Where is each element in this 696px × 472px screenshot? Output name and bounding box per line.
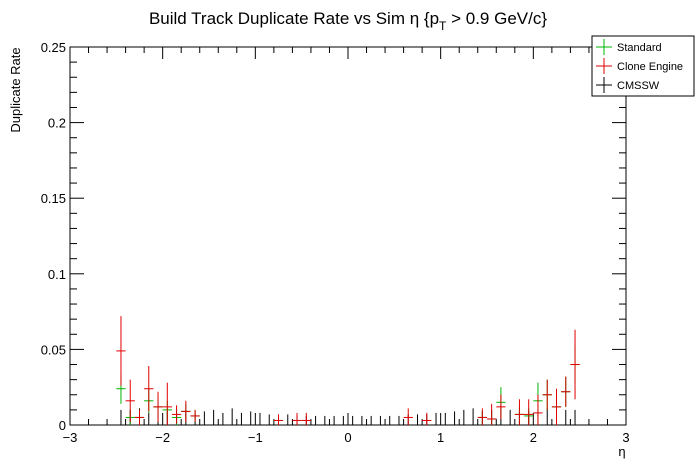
chart-title: Build Track Duplicate Rate vs Sim η {pT … [149, 9, 547, 33]
x-axis-label: η [618, 444, 625, 459]
data-point [153, 391, 163, 422]
data-point [329, 415, 339, 426]
y-tick-labels: 0 0.05 0.1 0.15 0.2 0.25 [41, 40, 66, 433]
data-point [209, 409, 219, 426]
data-point [487, 403, 497, 425]
x-tick-label: −1 [248, 430, 263, 445]
legend: Standard Clone Engine CMSSW [591, 35, 695, 97]
data-point [570, 409, 580, 426]
data-point [190, 409, 200, 422]
y-tick-label: 0.05 [41, 342, 66, 357]
data-point [524, 399, 534, 425]
data-point [375, 415, 386, 426]
legend-label: CMSSW [617, 80, 660, 92]
data-point [283, 414, 293, 426]
data-point [273, 414, 284, 425]
y-tick-label: 0.2 [48, 116, 66, 131]
legend-label: Clone Engine [617, 61, 683, 73]
chart-title-subscript: T [439, 19, 447, 33]
x-tick-label: 3 [622, 430, 629, 445]
data-point [551, 388, 562, 425]
data-point [468, 408, 478, 426]
chart-title-main: Build Track Duplicate Rate vs Sim η {p [149, 9, 439, 28]
data-point [385, 415, 395, 426]
data-point [144, 412, 154, 426]
x-tick-label: 0 [344, 430, 351, 445]
data-point [246, 411, 256, 426]
data-point [440, 412, 450, 426]
x-tick-label: −3 [63, 430, 78, 445]
data-point [255, 412, 265, 426]
legend-label: Standard [617, 42, 662, 54]
data-point [134, 409, 145, 425]
data-point [171, 405, 182, 424]
y-tick-label: 0.15 [41, 191, 66, 206]
data-point [116, 409, 126, 426]
data-point [181, 400, 191, 422]
y-axis-label: Duplicate Rate [8, 47, 23, 132]
data-point [431, 412, 441, 426]
x-tick-labels: −3 −2 −1 0 1 2 3 [63, 430, 630, 445]
data-point [542, 379, 552, 410]
data-point [218, 412, 228, 426]
data-point [366, 415, 376, 426]
data-point [449, 411, 460, 426]
data-point [357, 415, 367, 426]
data-point [199, 411, 209, 426]
data-point [505, 409, 515, 426]
data-point [477, 408, 487, 425]
data-point [459, 409, 469, 426]
data-point [561, 376, 571, 407]
data-point [348, 415, 358, 426]
y-tick-label: 0.25 [41, 40, 66, 55]
data-point [162, 382, 172, 425]
data-point [125, 379, 135, 422]
data-point [394, 415, 404, 426]
legend-entry: Clone Engine [596, 58, 683, 74]
chart-title-tail: > 0.9 GeV/c} [446, 9, 547, 28]
data-point [310, 415, 321, 426]
data-point [422, 412, 432, 425]
data-point [144, 366, 154, 412]
data-point [533, 394, 543, 425]
data-point [292, 412, 302, 425]
x-tick-label: 2 [530, 430, 537, 445]
legend-entry: Standard [596, 39, 662, 55]
legend-entry: CMSSW [596, 77, 660, 93]
y-tick-label: 0 [59, 418, 66, 433]
data-point [227, 408, 237, 426]
data-point [301, 412, 311, 425]
data-point [412, 414, 423, 426]
x-tick-label: 1 [437, 430, 444, 445]
data-point [116, 316, 126, 386]
y-tick-label: 0.1 [48, 267, 66, 282]
data-point [264, 414, 274, 426]
data-point [403, 408, 413, 425]
data-point [570, 329, 580, 400]
data-point [496, 394, 506, 419]
x-tick-label: −2 [155, 430, 170, 445]
data-point [338, 415, 348, 426]
data-point [320, 415, 330, 426]
data-point [561, 409, 571, 426]
data-point [236, 412, 247, 426]
data-points [116, 316, 580, 426]
series-clone-engine [116, 316, 580, 425]
data-point [514, 399, 525, 425]
data-point [542, 408, 552, 426]
